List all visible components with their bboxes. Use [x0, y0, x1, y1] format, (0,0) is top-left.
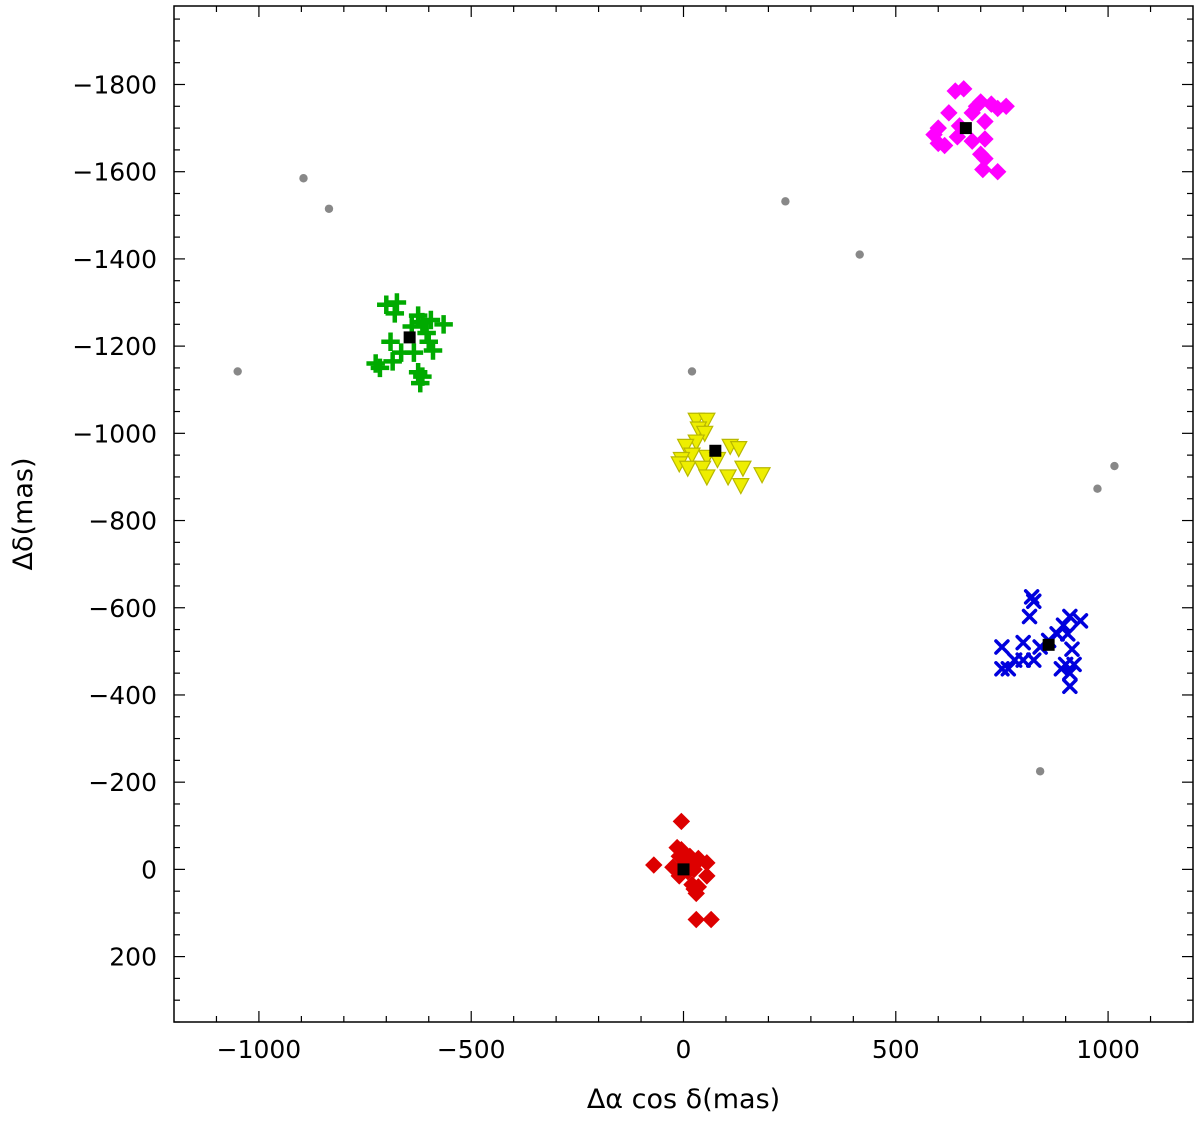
- data-point-triangle-down: [695, 425, 714, 443]
- data-point-plus: [423, 341, 443, 360]
- data-point-x: [1000, 661, 1017, 677]
- y-tick-label: −1800: [72, 70, 157, 99]
- y-axis-label: Δδ(mas): [8, 458, 39, 571]
- data-point-circle: [324, 204, 334, 213]
- data-point-triangle-down: [697, 412, 716, 430]
- y-tick-label: −200: [88, 768, 157, 797]
- x-tick-label: −500: [437, 1035, 506, 1064]
- data-point-plus: [402, 317, 422, 336]
- data-point-triangle-down: [733, 460, 752, 478]
- plot-marks: [233, 80, 1119, 929]
- data-point-plus: [404, 343, 424, 362]
- data-point-plus: [381, 332, 400, 352]
- data-point-circle: [687, 367, 697, 376]
- x-tick-label: 0: [676, 1035, 692, 1064]
- data-point-circle: [781, 197, 790, 206]
- data-point-square: [959, 122, 972, 135]
- data-point-plus: [434, 315, 453, 334]
- data-point-square: [709, 444, 722, 457]
- data-point-triangle-down: [693, 460, 712, 478]
- data-point-square: [403, 331, 416, 344]
- data-point-square: [1042, 638, 1055, 651]
- data-point-square: [677, 863, 690, 876]
- data-point-x: [1072, 613, 1089, 629]
- data-point-x: [1062, 678, 1078, 694]
- y-tick-label: 0: [141, 855, 157, 884]
- data-point-diamond: [940, 104, 958, 122]
- data-point-x: [1064, 641, 1080, 657]
- data-point-triangle-down: [731, 478, 750, 495]
- data-point-circle: [299, 174, 308, 183]
- data-point-diamond: [672, 812, 691, 831]
- data-point-triangle-down: [697, 469, 716, 487]
- axis-ticks: −1000 −500 0 500 1000 −1800 −1600 −1400 −1200 −10…: [72, 6, 1193, 1064]
- data-point-plus: [421, 310, 441, 330]
- data-point-triangle-down: [729, 440, 748, 458]
- data-point-diamond: [988, 162, 1007, 181]
- data-point-diamond: [698, 867, 716, 885]
- data-point-circle: [233, 367, 242, 376]
- x-tick-label: 500: [872, 1035, 920, 1064]
- data-point-triangle-down: [676, 438, 695, 456]
- data-point-diamond: [974, 160, 992, 179]
- y-tick-label: −400: [88, 681, 157, 710]
- data-point-circle: [1035, 767, 1045, 776]
- data-point-x: [1015, 652, 1031, 668]
- x-tick-label: 1000: [1076, 1035, 1140, 1064]
- y-tick-label: −800: [88, 507, 157, 536]
- data-point-diamond: [645, 856, 663, 874]
- y-tick-label: 200: [109, 943, 157, 972]
- data-point-diamond: [963, 132, 981, 150]
- data-point-triangle-down: [678, 460, 697, 478]
- data-point-diamond: [955, 80, 973, 98]
- data-point-x: [1021, 608, 1038, 625]
- data-point-diamond: [702, 910, 720, 929]
- data-point-x: [1066, 656, 1082, 673]
- y-tick-label: −1600: [72, 158, 157, 187]
- data-point-diamond: [976, 130, 994, 148]
- data-point-triangle-down: [753, 467, 772, 485]
- data-point-circle: [1110, 461, 1119, 471]
- data-point-x: [1053, 661, 1070, 677]
- data-point-plus: [383, 352, 402, 371]
- x-tick-label: −1000: [217, 1035, 302, 1064]
- data-point-circle: [1093, 484, 1102, 493]
- data-point-x: [994, 639, 1010, 655]
- data-point-plus: [385, 304, 405, 323]
- data-point-x: [1062, 665, 1078, 681]
- data-point-plus: [411, 373, 430, 393]
- data-point-diamond: [685, 880, 703, 898]
- data-point-x: [1060, 626, 1076, 642]
- data-point-diamond: [963, 104, 981, 122]
- data-point-triangle-down: [719, 469, 738, 487]
- y-tick-label: −1400: [72, 245, 157, 274]
- data-point-diamond: [976, 112, 994, 131]
- data-point-diamond: [997, 97, 1015, 115]
- data-point-plus: [370, 358, 390, 378]
- y-tick-label: −600: [88, 594, 157, 623]
- y-tick-label: −1000: [72, 419, 157, 448]
- data-point-x: [1026, 652, 1042, 668]
- data-point-diamond: [935, 136, 954, 155]
- data-point-x: [1015, 634, 1031, 651]
- data-point-x: [1026, 593, 1042, 609]
- data-point-circle: [855, 250, 864, 259]
- x-axis-label: Δα cos δ(mas): [587, 1084, 780, 1115]
- y-tick-label: −1200: [72, 332, 157, 361]
- data-point-diamond: [687, 910, 705, 929]
